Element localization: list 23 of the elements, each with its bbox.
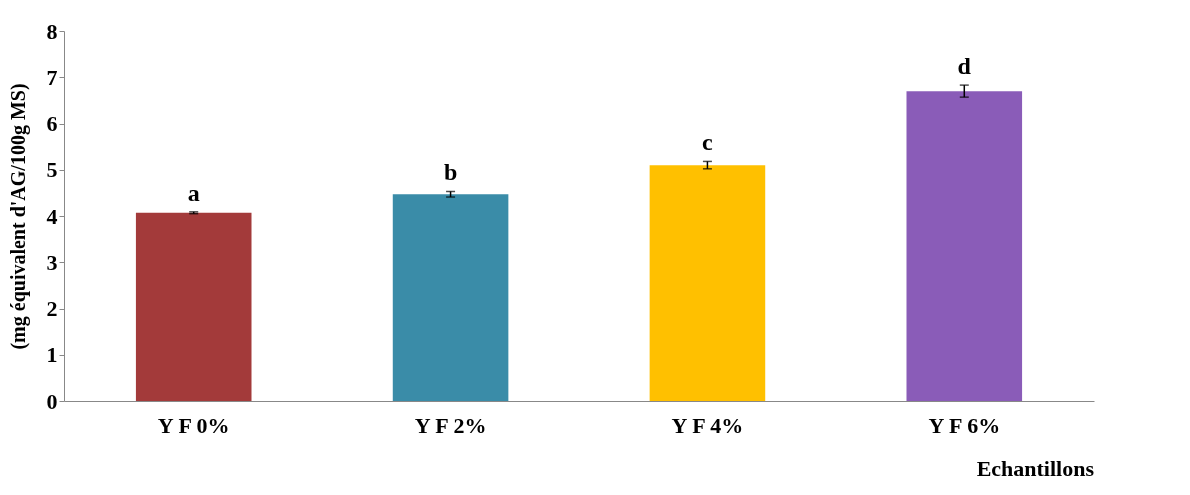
bar — [906, 91, 1023, 401]
x-tick-label: Y F 4% — [671, 412, 744, 438]
x-tick-label: Y F 6% — [928, 412, 1001, 438]
x-tick-label: Y F 2% — [414, 412, 487, 438]
x-tick-label: Y F 0% — [157, 412, 230, 438]
bar — [649, 165, 766, 401]
bar — [135, 212, 252, 401]
y-tick-label: 5 — [46, 157, 58, 183]
y-tick-label: 6 — [46, 111, 58, 136]
annotation: c — [702, 129, 714, 156]
y-tick-label: 8 — [46, 18, 58, 44]
x-axis-title: Echantillons — [976, 456, 1095, 481]
y-tick-label: 1 — [46, 342, 58, 368]
y-tick-label: 7 — [46, 64, 58, 90]
y-tick-label: 4 — [46, 203, 58, 229]
bar — [392, 194, 509, 401]
annotation: b — [443, 159, 458, 186]
y-axis-title: (mg équivalent d'AG/100g MS) — [6, 83, 30, 350]
annotation: a — [187, 179, 200, 206]
annotation: d — [957, 53, 972, 80]
y-tick-label: 2 — [46, 296, 58, 321]
y-tick-label: 3 — [46, 249, 58, 275]
y-tick-label: 0 — [46, 388, 58, 414]
